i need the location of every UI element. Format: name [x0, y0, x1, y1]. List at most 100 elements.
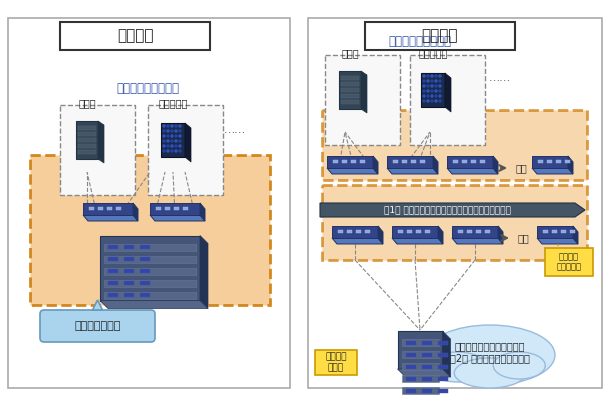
Polygon shape	[447, 156, 493, 168]
Bar	[437, 352, 448, 356]
Polygon shape	[442, 331, 451, 377]
Polygon shape	[392, 226, 438, 238]
Polygon shape	[378, 226, 383, 244]
Bar	[108, 281, 118, 285]
Circle shape	[439, 90, 441, 92]
Circle shape	[431, 80, 433, 82]
Circle shape	[167, 135, 169, 137]
Text: （2） 複数の小型スイッチを: （2） 複数の小型スイッチを	[450, 353, 530, 363]
Bar	[140, 245, 150, 249]
Bar	[411, 160, 416, 163]
Polygon shape	[445, 73, 451, 112]
Bar	[393, 160, 398, 163]
Bar	[420, 160, 425, 163]
Circle shape	[439, 95, 441, 97]
Circle shape	[427, 80, 429, 82]
Circle shape	[435, 95, 437, 97]
Text: 経路制御
プログラム: 経路制御 プログラム	[556, 252, 581, 272]
Bar	[140, 281, 150, 285]
Circle shape	[179, 135, 181, 137]
Bar	[437, 376, 448, 380]
Circle shape	[427, 75, 429, 77]
Polygon shape	[133, 203, 138, 221]
Polygon shape	[447, 168, 498, 174]
Polygon shape	[83, 215, 138, 221]
Text: 単一装置のように一括管理: 単一装置のように一括管理	[454, 341, 525, 351]
Circle shape	[439, 75, 441, 77]
Circle shape	[431, 95, 433, 97]
Polygon shape	[568, 156, 573, 174]
Circle shape	[431, 100, 433, 102]
Bar	[538, 160, 543, 163]
Polygon shape	[200, 236, 208, 308]
Circle shape	[435, 75, 437, 77]
Text: 一括管理
ソフト: 一括管理 ソフト	[325, 353, 346, 372]
Bar	[341, 76, 359, 80]
Bar	[124, 269, 134, 273]
Circle shape	[179, 145, 181, 147]
Bar	[338, 230, 343, 233]
Polygon shape	[200, 203, 205, 221]
Bar	[365, 22, 515, 50]
Bar	[422, 388, 431, 392]
Circle shape	[167, 150, 169, 152]
Circle shape	[435, 100, 437, 102]
Text: ストレージ: ストレージ	[159, 98, 188, 108]
Bar	[104, 268, 196, 274]
Polygon shape	[532, 156, 568, 168]
Bar	[407, 230, 412, 233]
Polygon shape	[93, 300, 102, 310]
Circle shape	[163, 130, 165, 132]
Bar	[565, 160, 570, 163]
Polygon shape	[98, 121, 104, 163]
Bar	[458, 230, 463, 233]
Bar	[116, 207, 121, 210]
Bar	[545, 248, 593, 276]
Bar	[78, 144, 96, 148]
Polygon shape	[537, 238, 578, 244]
Polygon shape	[398, 369, 451, 377]
Bar	[406, 388, 415, 392]
Ellipse shape	[493, 352, 545, 379]
Circle shape	[427, 100, 429, 102]
Circle shape	[163, 145, 165, 147]
FancyBboxPatch shape	[40, 310, 155, 342]
Text: 増設: 増設	[516, 163, 528, 173]
Circle shape	[171, 150, 173, 152]
Bar	[60, 22, 210, 50]
Bar	[124, 257, 134, 261]
Circle shape	[163, 125, 165, 127]
Circle shape	[439, 80, 441, 82]
Circle shape	[175, 125, 177, 127]
Text: ストレージ: ストレージ	[418, 48, 448, 58]
Ellipse shape	[425, 325, 555, 385]
Bar	[453, 160, 458, 163]
Bar	[140, 293, 150, 297]
Bar	[547, 160, 552, 163]
Bar	[333, 160, 338, 163]
Polygon shape	[537, 226, 573, 238]
Bar	[174, 207, 179, 210]
Text: コンピュータラック: コンピュータラック	[389, 35, 451, 48]
Polygon shape	[339, 71, 361, 109]
Polygon shape	[452, 238, 503, 244]
Polygon shape	[332, 226, 378, 238]
Text: 従来構成: 従来構成	[117, 28, 153, 44]
Circle shape	[179, 140, 181, 142]
Circle shape	[423, 80, 425, 82]
Ellipse shape	[454, 358, 526, 388]
Bar	[365, 230, 370, 233]
Circle shape	[163, 135, 165, 137]
Bar	[8, 18, 290, 388]
Polygon shape	[76, 121, 98, 159]
Polygon shape	[332, 238, 383, 244]
Polygon shape	[320, 203, 585, 217]
Bar	[104, 280, 196, 286]
Bar	[183, 207, 188, 210]
Bar	[471, 160, 476, 163]
Polygon shape	[150, 215, 205, 221]
Polygon shape	[438, 226, 443, 244]
Bar	[315, 350, 357, 375]
Bar	[406, 352, 415, 356]
Bar	[156, 207, 161, 210]
